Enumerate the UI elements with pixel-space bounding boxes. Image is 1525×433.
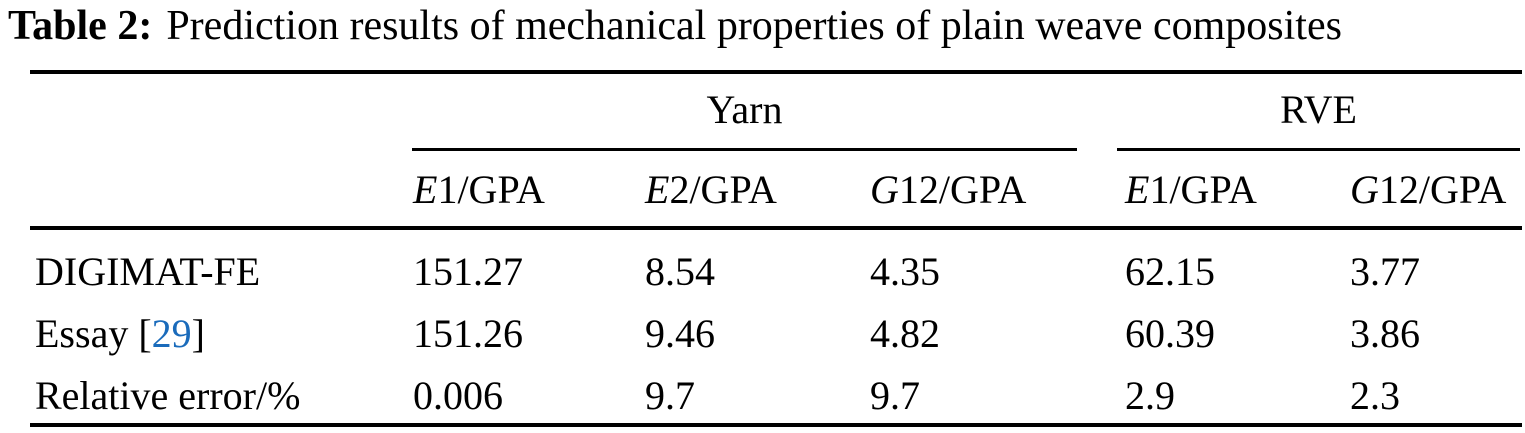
data-cell: 60.39: [1125, 311, 1215, 356]
bottom-rule: [30, 423, 1522, 427]
data-cell: 62.15: [1125, 249, 1215, 294]
column-unit: 1/GPA: [437, 167, 545, 212]
row-label-relative-error: Relative error/%: [35, 373, 301, 418]
column-header-yarn-g12: G12/GPA: [870, 164, 1026, 216]
data-cell: 4.35: [870, 249, 940, 294]
data-cell: 3.77: [1350, 249, 1420, 294]
column-unit: 2/GPA: [669, 167, 777, 212]
column-header-rve-e1: E1/GPA: [1125, 164, 1257, 216]
data-cell: 9.46: [645, 311, 715, 356]
data-cell: 151.26: [413, 311, 523, 356]
caption-text: Prediction results of mechanical propert…: [166, 3, 1342, 49]
data-cell: 151.27: [413, 249, 523, 294]
row-label-prefix: Essay [: [35, 311, 152, 356]
column-symbol: E: [645, 167, 670, 212]
yarn-cmidrule: [412, 148, 1077, 151]
header-rule: [30, 226, 1522, 230]
caption-label: Table 2:: [8, 3, 153, 49]
column-unit: 12/GPA: [898, 167, 1027, 212]
data-cell: 9.7: [870, 373, 920, 418]
rve-cmidrule: [1117, 148, 1520, 151]
data-cell: 2.3: [1350, 373, 1400, 418]
row-label-suffix: ]: [191, 311, 205, 356]
column-unit: 12/GPA: [1378, 167, 1507, 212]
column-symbol: G: [1350, 167, 1379, 212]
results-table: Yarn RVE E1/GPA E2/GPA G12/GPA E1/GPA G1…: [30, 70, 1522, 427]
row-label-digimat-fe: DIGIMAT-FE: [35, 249, 261, 294]
data-cell: 8.54: [645, 249, 715, 294]
data-cell: 9.7: [645, 373, 695, 418]
row-label-essay: Essay [29]: [35, 306, 205, 362]
column-unit: 1/GPA: [1149, 167, 1257, 212]
column-header-rve-g12: G12/GPA: [1350, 164, 1506, 216]
column-symbol: G: [870, 167, 899, 212]
table-caption: Table 2: Prediction results of mechanical…: [8, 0, 1342, 52]
column-group-yarn: Yarn: [706, 87, 783, 132]
top-rule: [30, 70, 1522, 74]
column-symbol: E: [413, 167, 438, 212]
column-group-rve: RVE: [1280, 87, 1357, 132]
data-cell: 4.82: [870, 311, 940, 356]
column-header-yarn-e1: E1/GPA: [413, 164, 545, 216]
data-cell: 3.86: [1350, 311, 1420, 356]
data-cell: 0.006: [413, 373, 503, 418]
citation-link-29[interactable]: 29: [151, 311, 192, 356]
column-header-yarn-e2: E2/GPA: [645, 164, 777, 216]
data-cell: 2.9: [1125, 373, 1175, 418]
column-symbol: E: [1125, 167, 1150, 212]
